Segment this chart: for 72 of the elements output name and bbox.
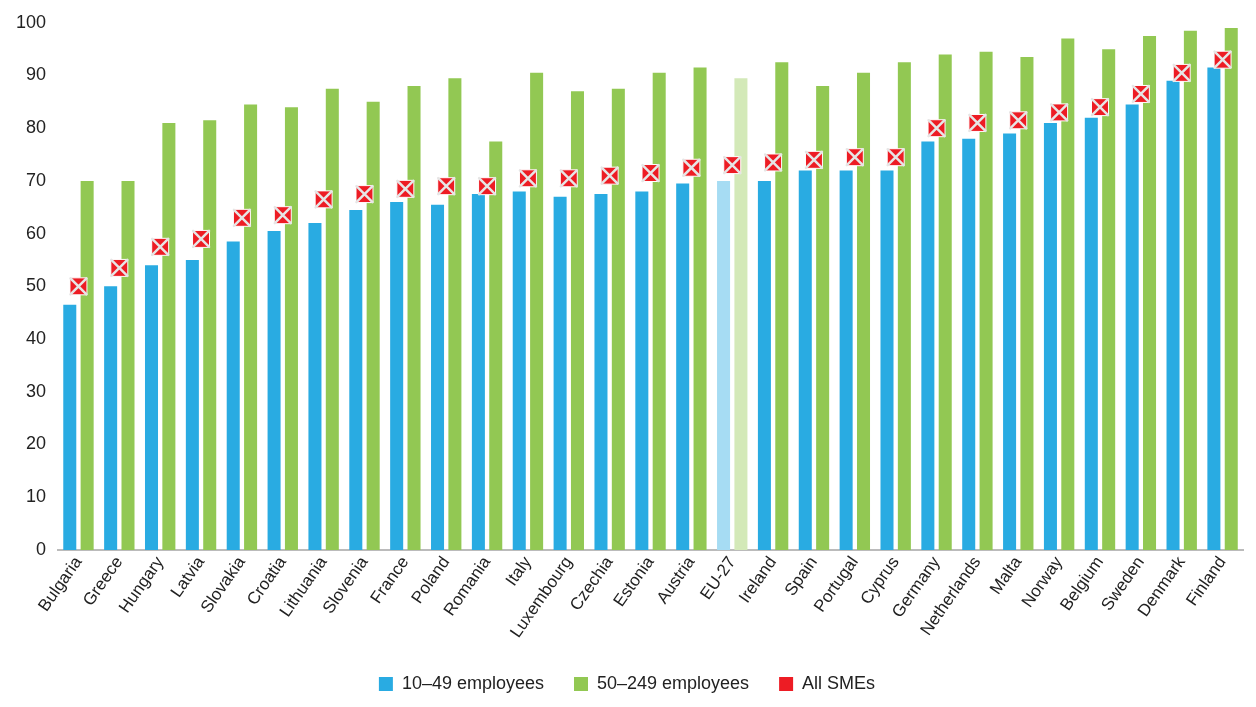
bar xyxy=(431,204,445,550)
y-tick-label: 70 xyxy=(26,169,47,190)
bar xyxy=(349,209,363,550)
bar xyxy=(226,241,240,550)
bar xyxy=(1143,35,1157,550)
legend-label: 50–249 employees xyxy=(596,672,750,693)
bar xyxy=(308,223,322,550)
bar xyxy=(979,51,993,550)
bar xyxy=(897,62,911,550)
bar xyxy=(1061,38,1075,550)
y-tick-label: 90 xyxy=(26,64,47,85)
bar xyxy=(1207,67,1221,550)
y-tick-label: 30 xyxy=(26,380,47,401)
y-tick-label: 80 xyxy=(26,117,47,138)
bar xyxy=(448,78,462,550)
bar xyxy=(390,202,404,550)
bar xyxy=(757,180,771,550)
bar xyxy=(80,180,94,550)
bar xyxy=(325,88,339,550)
bar xyxy=(1166,80,1180,550)
bar xyxy=(1043,122,1057,550)
y-tick-label: 100 xyxy=(15,11,47,32)
legend-label: All SMEs xyxy=(802,672,876,693)
bar xyxy=(611,88,625,550)
bar xyxy=(676,183,690,550)
bar xyxy=(366,101,380,550)
bar xyxy=(1102,49,1116,550)
bar xyxy=(162,122,176,550)
y-tick-label: 60 xyxy=(26,222,47,243)
bar xyxy=(1125,104,1139,550)
bar xyxy=(798,170,812,550)
y-tick-label: 10 xyxy=(26,486,47,507)
bar xyxy=(471,194,485,550)
bar xyxy=(1003,133,1017,550)
bar xyxy=(1224,28,1238,550)
bar xyxy=(1020,57,1034,550)
bar xyxy=(63,304,77,550)
bar xyxy=(267,231,281,550)
bar xyxy=(1084,117,1098,550)
bar xyxy=(1183,30,1197,550)
bar xyxy=(717,180,731,550)
bar xyxy=(203,120,217,550)
bar xyxy=(734,78,748,550)
legend-label: 10–49 employees xyxy=(401,672,544,693)
bar xyxy=(652,72,666,550)
y-tick-label: 20 xyxy=(26,433,47,454)
bar xyxy=(530,72,544,550)
y-tick-label: 0 xyxy=(36,538,47,559)
bar xyxy=(962,138,976,550)
bar xyxy=(635,191,649,550)
bar xyxy=(104,286,118,550)
y-tick-label: 40 xyxy=(26,328,47,349)
bar xyxy=(185,259,199,550)
bar xyxy=(121,180,135,550)
bar xyxy=(880,170,894,550)
bar xyxy=(553,196,567,550)
bar xyxy=(816,86,830,550)
bar xyxy=(594,194,608,550)
bar xyxy=(244,104,258,550)
bar xyxy=(512,191,526,550)
bar xyxy=(775,62,789,550)
bar xyxy=(693,67,707,550)
bar xyxy=(284,107,298,550)
bar xyxy=(407,86,421,550)
bar xyxy=(938,54,952,550)
bar xyxy=(856,72,871,550)
y-tick-label: 50 xyxy=(26,275,47,296)
bar xyxy=(489,141,503,550)
bar xyxy=(839,170,853,550)
bar xyxy=(570,91,584,550)
bar xyxy=(921,141,935,550)
bar xyxy=(144,265,159,550)
